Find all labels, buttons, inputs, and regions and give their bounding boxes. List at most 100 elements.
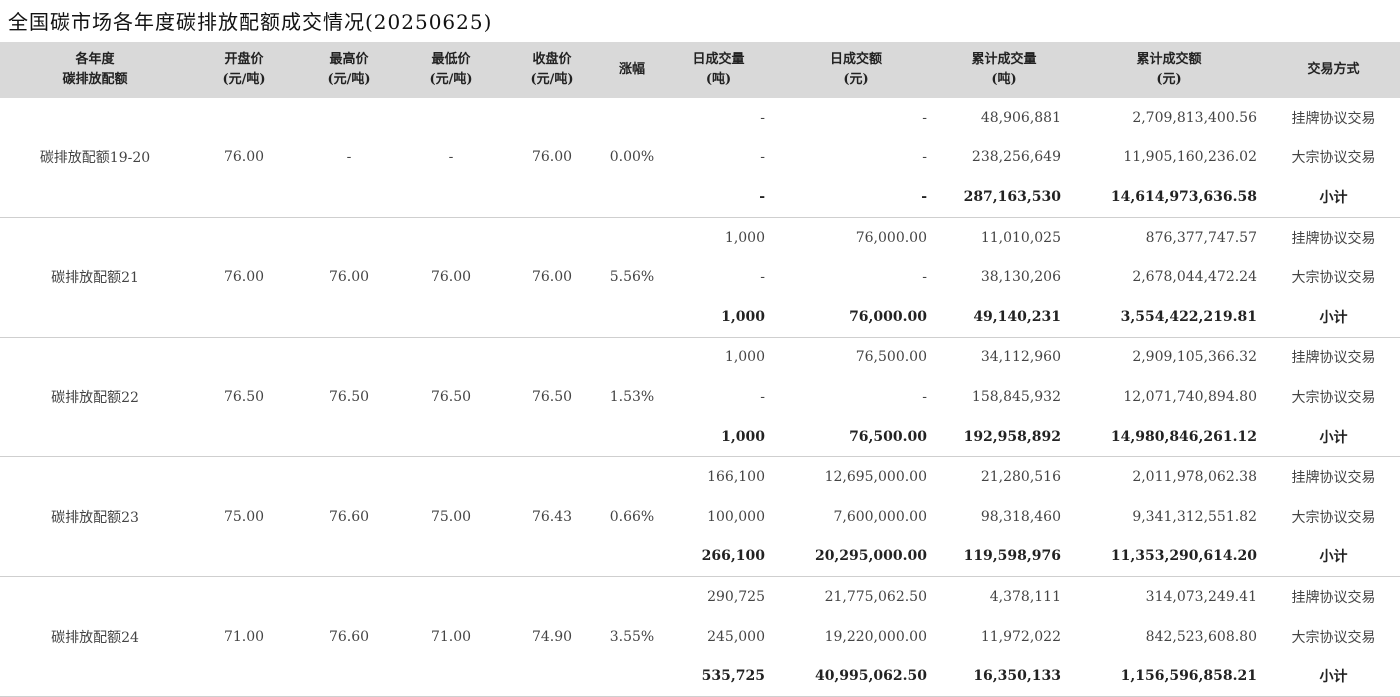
- header-close-price: 收盘价 (元/吨): [502, 42, 602, 98]
- subtotal-row: 266,100 20,295,000.00 119,598,976 11,353,29…: [0, 536, 1400, 578]
- high-price-cell: 76.60: [298, 456, 400, 578]
- header-trade-method: 交易方式: [1267, 42, 1400, 98]
- allowance-name-cell: 碳排放配额22: [0, 337, 190, 458]
- high-price-cell: -: [298, 98, 400, 218]
- daily-volume-cell: 1,000: [724, 349, 765, 366]
- cumulative-amount-cell: 14,980,846,261.12: [1071, 416, 1267, 458]
- daily-amount-cell: -: [922, 388, 927, 405]
- trade-method-cell: 小计: [1267, 296, 1400, 338]
- daily-volume-cell: -: [662, 177, 775, 218]
- trade-method-cell: 大宗协议交易: [1291, 509, 1376, 526]
- daily-volume-cell: 266,100: [662, 536, 775, 578]
- table-row: 100,000 7,600,000.00 98,318,460 9,341,312,5…: [0, 497, 1400, 537]
- table-row: 碳排放配额23 75.00 76.60 75.00 76.43 0.66% 166,100 1…: [0, 456, 1400, 578]
- trade-method-cell: 挂牌协议交易: [1291, 230, 1376, 247]
- close-price-cell: 76.00: [502, 98, 602, 218]
- cumulative-amount-cell: 1,156,596,858.21: [1071, 656, 1267, 697]
- header-daily-amount: 日成交额 (元): [775, 42, 937, 98]
- table-row: 245,000 19,220,000.00 11,972,022 842,523,60…: [0, 617, 1400, 657]
- table-row: - - 238,256,649 11,905,160,236.02 大宗协议交易: [0, 138, 1400, 178]
- open-price-cell: 71.00: [190, 576, 298, 697]
- daily-volume-cell: 166,100: [707, 469, 765, 486]
- table-row: 碳排放配额22 76.50 76.50 76.50 76.50 1.53% 1,000 76,…: [0, 337, 1400, 458]
- cumulative-volume-cell: 287,163,530: [937, 177, 1071, 218]
- daily-amount-cell: 7,600,000.00: [833, 508, 927, 525]
- header-high-price: 最高价 (元/吨): [298, 42, 400, 98]
- low-price-cell: 76.50: [400, 337, 502, 458]
- trade-method-cell: 大宗协议交易: [1291, 150, 1376, 167]
- daily-amount-cell: 20,295,000.00: [775, 536, 937, 578]
- cumulative-volume-cell: 48,906,881: [980, 109, 1061, 126]
- cumulative-amount-cell: 3,554,422,219.81: [1071, 296, 1267, 338]
- cumulative-volume-cell: 34,112,960: [980, 349, 1061, 366]
- change-cell: 3.55%: [602, 576, 662, 697]
- open-price-cell: 76.50: [190, 337, 298, 458]
- cumulative-amount-cell: 2,709,813,400.56: [1132, 109, 1257, 126]
- allowance-name-cell: 碳排放配额24: [0, 576, 190, 697]
- table-row: 碳排放配额21 76.00 76.00 76.00 76.00 5.56% 1,000 76,…: [0, 217, 1400, 338]
- daily-amount-cell: 19,220,000.00: [824, 628, 927, 645]
- daily-amount-cell: 21,775,062.50: [824, 588, 927, 605]
- open-price-cell: 76.00: [190, 217, 298, 338]
- trade-method-cell: 小计: [1267, 536, 1400, 578]
- daily-amount-cell: 76,000.00: [855, 229, 927, 246]
- close-price-cell: 76.00: [502, 217, 602, 338]
- cumulative-volume-cell: 192,958,892: [937, 416, 1071, 458]
- daily-amount-cell: -: [922, 269, 927, 286]
- header-low-price: 最低价 (元/吨): [400, 42, 502, 98]
- trade-method-cell: 挂牌协议交易: [1291, 589, 1376, 606]
- carbon-trading-table: 各年度 碳排放配额 开盘价 (元/吨) 最高价 (元/吨) 最低价 (元/吨) 收盘价(…: [0, 42, 1400, 697]
- open-price-cell: 75.00: [190, 456, 298, 578]
- cumulative-volume-cell: 119,598,976: [937, 536, 1071, 578]
- cumulative-amount-cell: 2,909,105,366.32: [1132, 349, 1257, 366]
- cumulative-volume-cell: 21,280,516: [980, 469, 1061, 486]
- daily-amount-cell: 76,000.00: [775, 296, 937, 338]
- daily-volume-cell: 1,000: [724, 229, 765, 246]
- trade-method-cell: 小计: [1267, 416, 1400, 458]
- low-price-cell: 71.00: [400, 576, 502, 697]
- low-price-cell: 75.00: [400, 456, 502, 578]
- trade-method-cell: 小计: [1267, 656, 1400, 697]
- low-price-cell: -: [400, 98, 502, 218]
- table-row: - - 38,130,206 2,678,044,472.24 大宗协议交易: [0, 257, 1400, 297]
- daily-amount-cell: -: [922, 149, 927, 166]
- cumulative-volume-cell: 38,130,206: [980, 269, 1061, 286]
- table-row: - - 158,845,932 12,071,740,894.80 大宗协议交易: [0, 377, 1400, 417]
- cumulative-amount-cell: 2,011,978,062.38: [1132, 469, 1257, 486]
- high-price-cell: 76.60: [298, 576, 400, 697]
- daily-amount-cell: -: [922, 109, 927, 126]
- subtotal-row: 535,725 40,995,062.50 16,350,133 1,156,596,…: [0, 656, 1400, 697]
- subtotal-row: 1,000 76,000.00 49,140,231 3,554,422,219.81…: [0, 296, 1400, 338]
- cumulative-amount-cell: 12,071,740,894.80: [1123, 388, 1257, 405]
- trade-method-cell: 大宗协议交易: [1291, 629, 1376, 646]
- cumulative-amount-cell: 14,614,973,636.58: [1071, 177, 1267, 218]
- daily-amount-cell: -: [775, 177, 937, 218]
- change-cell: 0.66%: [602, 456, 662, 578]
- cumulative-amount-cell: 842,523,608.80: [1145, 628, 1257, 645]
- cumulative-volume-cell: 16,350,133: [937, 656, 1071, 697]
- daily-volume-cell: 290,725: [707, 588, 765, 605]
- allowance-name-cell: 碳排放配额23: [0, 456, 190, 578]
- table-row: 碳排放配额24 71.00 76.60 71.00 74.90 3.55% 290,725 2…: [0, 576, 1400, 697]
- header-cumulative-amount: 累计成交额 (元): [1071, 42, 1267, 98]
- open-price-cell: 76.00: [190, 98, 298, 218]
- cumulative-amount-cell: 876,377,747.57: [1145, 229, 1257, 246]
- daily-volume-cell: 1,000: [662, 296, 775, 338]
- cumulative-amount-cell: 9,341,312,551.82: [1132, 508, 1257, 525]
- daily-amount-cell: 40,995,062.50: [775, 656, 937, 697]
- daily-volume-cell: -: [760, 149, 765, 166]
- table-row: 碳排放配额19-20 76.00- -76.00 0.00% - -48,906,881 2…: [0, 98, 1400, 218]
- daily-volume-cell: -: [760, 388, 765, 405]
- daily-volume-cell: 100,000: [707, 508, 765, 525]
- daily-volume-cell: 1,000: [662, 416, 775, 458]
- daily-volume-cell: 245,000: [707, 628, 765, 645]
- trade-method-cell: 挂牌协议交易: [1291, 350, 1376, 367]
- daily-volume-cell: -: [760, 269, 765, 286]
- trade-method-cell: 挂牌协议交易: [1291, 470, 1376, 487]
- close-price-cell: 76.50: [502, 337, 602, 458]
- cumulative-volume-cell: 49,140,231: [937, 296, 1071, 338]
- subtotal-row: - -287,163,530 14,614,973,636.58 小计: [0, 177, 1400, 218]
- cumulative-amount-cell: 2,678,044,472.24: [1132, 269, 1257, 286]
- change-cell: 1.53%: [602, 337, 662, 458]
- daily-amount-cell: 12,695,000.00: [824, 469, 927, 486]
